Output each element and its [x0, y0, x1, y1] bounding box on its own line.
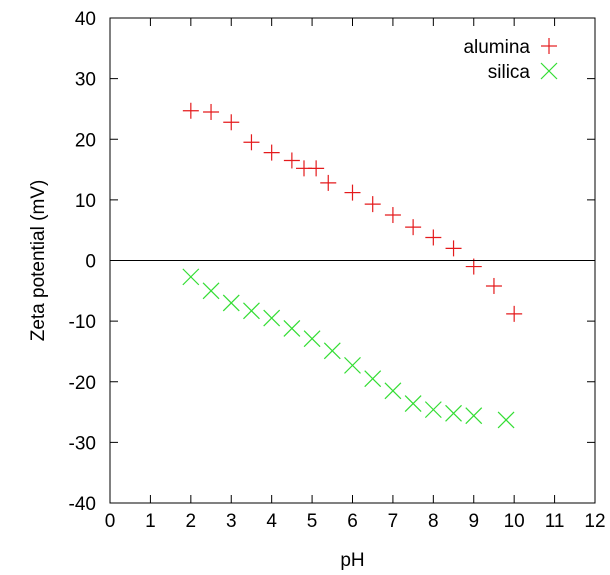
x-tick-label: 8	[428, 511, 439, 532]
y-tick-label: 30	[75, 70, 96, 91]
alumina-point	[364, 196, 381, 213]
silica-point	[263, 309, 281, 327]
y-tick-label: 40	[75, 9, 96, 30]
y-tick-label: -30	[69, 433, 96, 454]
y-tick-label: 0	[85, 252, 96, 273]
silica-point	[243, 302, 260, 320]
alumina-point	[182, 102, 199, 119]
silica-point	[497, 411, 515, 429]
silica-point	[404, 395, 422, 412]
legend-marker-alumina	[541, 38, 557, 54]
silica-point	[445, 404, 462, 422]
y-tick-label: -10	[69, 312, 96, 333]
x-tick-label: 11	[545, 511, 565, 532]
chart-marks	[182, 102, 523, 429]
x-tick-label: 7	[388, 511, 399, 532]
silica-point	[222, 294, 240, 312]
alumina-point	[344, 184, 361, 201]
y-axis-title: Zeta potential (mV)	[28, 180, 49, 342]
alumina-point	[308, 160, 325, 177]
silica-point	[182, 268, 200, 286]
legend-marker-silica	[540, 62, 558, 80]
y-tick-label: -40	[69, 494, 96, 515]
alumina-point	[243, 134, 260, 151]
x-tick-label: 9	[468, 511, 479, 532]
alumina-point	[263, 144, 280, 161]
silica-point	[364, 370, 382, 388]
silica-point	[344, 356, 361, 374]
x-tick-label: 12	[584, 511, 605, 532]
x-axis-title: pH	[340, 550, 364, 571]
legend-label-silica: silica	[488, 62, 531, 83]
x-tick-label: 4	[266, 511, 277, 532]
x-tick-label: 1	[145, 511, 156, 532]
silica-point	[202, 282, 220, 300]
silica-point	[465, 407, 483, 425]
silica-point	[384, 382, 402, 400]
x-tick-label: 3	[226, 511, 237, 532]
silica-point	[323, 342, 341, 360]
alumina-point	[320, 174, 337, 191]
alumina-point	[203, 103, 220, 120]
alumina-point	[405, 219, 422, 236]
alumina-point	[465, 258, 482, 275]
alumina-point	[384, 207, 401, 224]
y-tick-label: 20	[75, 130, 96, 151]
x-tick-label: 10	[504, 511, 525, 532]
y-tick-label: -20	[69, 373, 96, 394]
x-tick-label: 0	[105, 511, 116, 532]
alumina-point	[506, 305, 523, 322]
x-tick-label: 2	[186, 511, 197, 532]
alumina-point	[223, 114, 240, 131]
y-tick-label: 10	[75, 191, 96, 212]
silica-point	[303, 330, 321, 348]
alumina-point	[445, 240, 462, 257]
alumina-point	[283, 152, 300, 169]
silica-point	[283, 319, 301, 337]
x-tick-label: 5	[307, 511, 318, 532]
legend: alumina silica	[463, 37, 558, 83]
x-tick-label: 6	[347, 511, 358, 532]
alumina-point	[485, 277, 502, 294]
legend-label-alumina: alumina	[463, 37, 530, 58]
silica-point	[424, 401, 442, 419]
alumina-point	[425, 229, 442, 246]
